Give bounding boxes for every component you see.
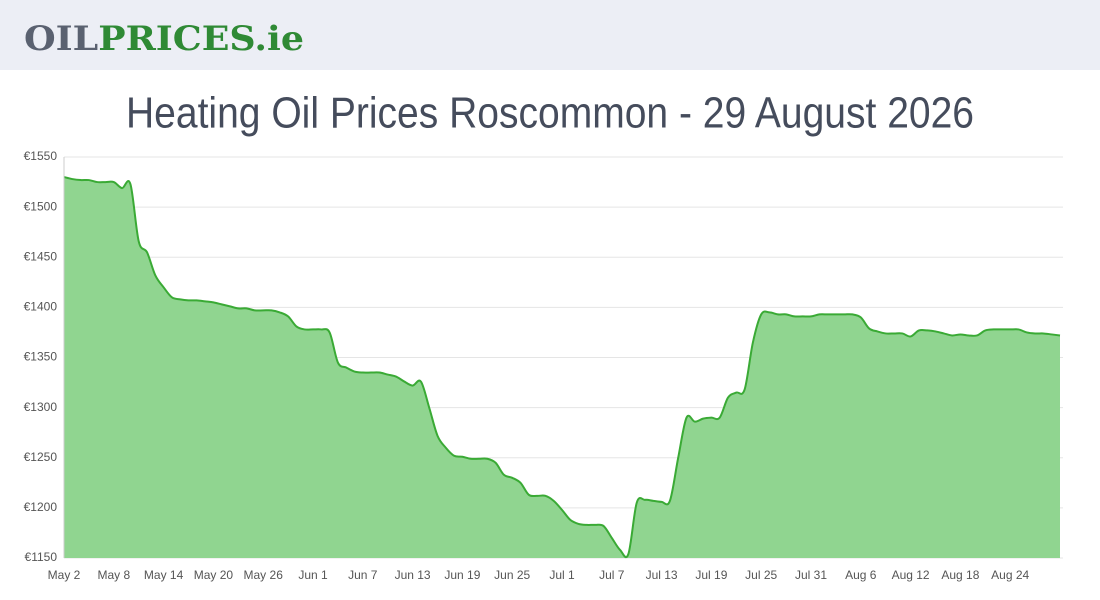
y-tick-label: €1350 bbox=[24, 350, 58, 364]
logo-oil: OIL bbox=[24, 19, 98, 59]
x-tick-label: Jul 13 bbox=[646, 568, 678, 582]
y-tick-label: €1250 bbox=[24, 450, 58, 464]
x-tick-label: May 26 bbox=[244, 568, 284, 582]
y-tick-label: €1550 bbox=[24, 149, 58, 163]
x-tick-label: Jun 13 bbox=[395, 568, 431, 582]
x-tick-label: Jun 25 bbox=[494, 568, 530, 582]
y-tick-label: €1200 bbox=[24, 500, 58, 514]
chart: €1150 €1200 €1250 €1300 €1350 €1400 €1450 €1500… bbox=[24, 149, 1063, 582]
x-tick-label: Jul 19 bbox=[695, 568, 727, 582]
x-tick-label: Jun 1 bbox=[298, 568, 328, 582]
logo[interactable]: OIL PRICES.ie bbox=[24, 19, 304, 59]
y-tick-label: €1400 bbox=[24, 300, 58, 314]
logo-prices: PRICES.ie bbox=[98, 19, 304, 59]
x-tick-label: Jul 1 bbox=[549, 568, 575, 582]
chart-title: Heating Oil Prices Roscommon - 29 August… bbox=[126, 89, 974, 138]
x-tick-label: Jun 19 bbox=[444, 568, 480, 582]
x-tick-label: Aug 12 bbox=[892, 568, 930, 582]
x-tick-label: Jul 31 bbox=[795, 568, 827, 582]
x-tick-label: Jun 7 bbox=[348, 568, 378, 582]
y-tick-label: €1500 bbox=[24, 199, 58, 213]
x-tick-label: Aug 24 bbox=[991, 568, 1029, 582]
y-tick-label: €1300 bbox=[24, 400, 58, 414]
x-tick-label: May 20 bbox=[194, 568, 234, 582]
x-tick-label: Aug 6 bbox=[845, 568, 877, 582]
x-tick-label: May 14 bbox=[144, 568, 184, 582]
x-tick-label: Jul 25 bbox=[745, 568, 777, 582]
x-tick-label: Aug 18 bbox=[941, 568, 979, 582]
x-tick-label: May 2 bbox=[48, 568, 81, 582]
header-bar bbox=[0, 0, 1100, 70]
x-tick-label: May 8 bbox=[97, 568, 130, 582]
y-tick-label: €1150 bbox=[25, 550, 58, 564]
line bbox=[63, 176, 1061, 559]
x-tick-label: Jul 7 bbox=[599, 568, 625, 582]
area bbox=[64, 177, 1060, 559]
y-tick-label: €1450 bbox=[24, 249, 58, 263]
